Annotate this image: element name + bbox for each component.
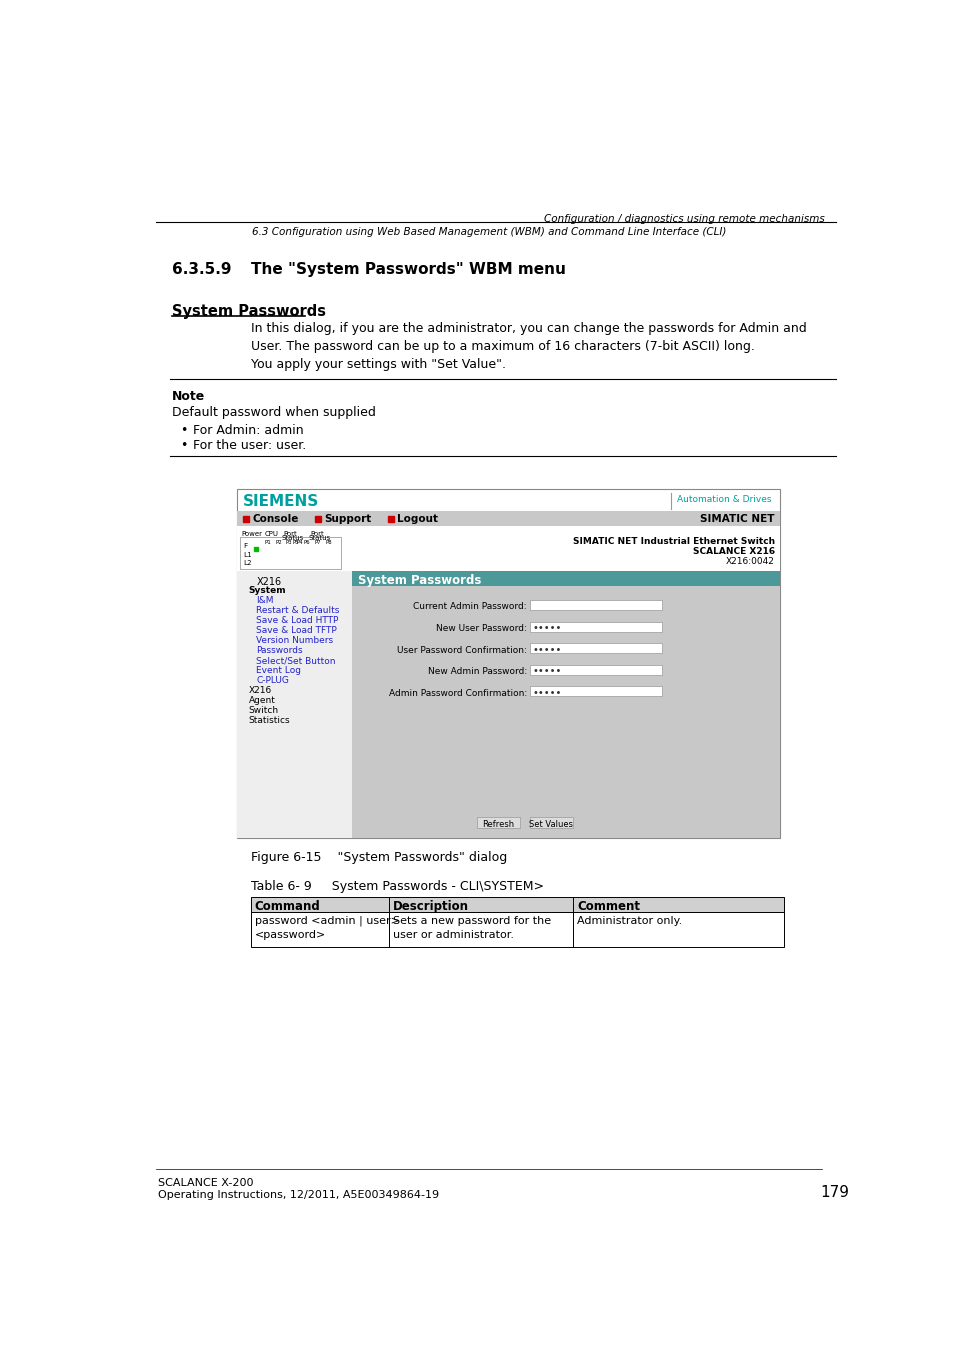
Text: •••••: ••••• bbox=[532, 688, 561, 698]
Text: Console: Console bbox=[253, 514, 298, 524]
Text: Version Numbers: Version Numbers bbox=[256, 636, 334, 645]
Bar bbox=[236, 526, 779, 571]
Bar bbox=[236, 510, 779, 526]
Text: Default password when supplied: Default password when supplied bbox=[172, 406, 375, 418]
Bar bbox=[236, 489, 779, 838]
Text: P8: P8 bbox=[325, 540, 332, 545]
Bar bbox=[240, 537, 340, 570]
Text: New Admin Password:: New Admin Password: bbox=[427, 667, 526, 676]
Text: Administrator only.: Administrator only. bbox=[577, 915, 681, 926]
Text: The "System Passwords" WBM menu: The "System Passwords" WBM menu bbox=[251, 262, 565, 277]
Text: •: • bbox=[179, 439, 187, 452]
Text: Port: Port bbox=[311, 531, 324, 537]
Bar bbox=[530, 664, 661, 675]
Text: Command: Command bbox=[254, 900, 320, 914]
Text: F: F bbox=[243, 543, 247, 549]
Text: Operating Instructions, 12/2011, A5E00349864-19: Operating Instructions, 12/2011, A5E0034… bbox=[158, 1189, 438, 1200]
Bar bbox=[530, 817, 572, 828]
Text: P6: P6 bbox=[303, 540, 310, 545]
Bar bbox=[352, 571, 779, 838]
Text: Figure 6-15    "System Passwords" dialog: Figure 6-15 "System Passwords" dialog bbox=[251, 850, 507, 864]
Text: P3: P3 bbox=[286, 540, 292, 545]
Text: Support: Support bbox=[323, 514, 371, 524]
Text: Comment: Comment bbox=[577, 900, 639, 914]
Text: L2: L2 bbox=[243, 560, 252, 566]
Text: Passwords: Passwords bbox=[256, 647, 303, 655]
Bar bbox=[236, 571, 352, 838]
Text: In this dialog, if you are the administrator, you can change the passwords for A: In this dialog, if you are the administr… bbox=[251, 323, 806, 354]
Text: Table 6- 9     System Passwords - CLI\SYSTEM>: Table 6- 9 System Passwords - CLI\SYSTEM… bbox=[251, 880, 543, 892]
Text: CPU: CPU bbox=[265, 531, 278, 537]
Text: Configuration / diagnostics using remote mechanisms: Configuration / diagnostics using remote… bbox=[543, 215, 823, 224]
Bar bbox=[476, 817, 519, 828]
Text: Sets a new password for the
user or administrator.: Sets a new password for the user or admi… bbox=[393, 915, 551, 940]
Text: P5: P5 bbox=[293, 540, 299, 545]
Text: SIMATIC NET Industrial Ethernet Switch: SIMATIC NET Industrial Ethernet Switch bbox=[572, 537, 774, 545]
Text: X216:0042: X216:0042 bbox=[725, 558, 774, 566]
Text: Port: Port bbox=[283, 531, 297, 537]
Text: L1: L1 bbox=[243, 552, 252, 558]
Text: SIEMENS: SIEMENS bbox=[243, 494, 319, 509]
Text: 179: 179 bbox=[820, 1184, 849, 1200]
Text: Automation & Drives: Automation & Drives bbox=[677, 495, 771, 505]
Text: I&M: I&M bbox=[256, 597, 274, 605]
Text: 6.3.5.9: 6.3.5.9 bbox=[172, 262, 232, 277]
Text: Description: Description bbox=[393, 900, 468, 914]
Text: System Passwords: System Passwords bbox=[357, 574, 481, 587]
Text: password <admin | user>
<password>: password <admin | user> <password> bbox=[254, 915, 399, 941]
Text: Power: Power bbox=[241, 531, 262, 537]
Text: Status: Status bbox=[281, 536, 303, 541]
Bar bbox=[530, 686, 661, 697]
Text: SCALANCE X216: SCALANCE X216 bbox=[692, 547, 774, 556]
Bar bbox=[530, 643, 661, 653]
Text: Agent: Agent bbox=[249, 697, 275, 706]
Bar bbox=[530, 601, 661, 610]
Text: P2: P2 bbox=[274, 540, 281, 545]
Text: •••••: ••••• bbox=[532, 624, 561, 633]
Text: P4: P4 bbox=[296, 540, 303, 545]
Text: System: System bbox=[249, 586, 286, 595]
Text: Refresh: Refresh bbox=[482, 819, 514, 829]
Text: •••••: ••••• bbox=[532, 645, 561, 655]
Text: •••••: ••••• bbox=[532, 667, 561, 676]
Text: For Admin: admin: For Admin: admin bbox=[193, 424, 303, 437]
Text: Restart & Defaults: Restart & Defaults bbox=[256, 606, 339, 616]
Bar bbox=[352, 571, 779, 586]
Text: P7: P7 bbox=[314, 540, 321, 545]
Text: X216: X216 bbox=[249, 686, 272, 695]
Text: P1: P1 bbox=[264, 540, 271, 545]
Text: Logout: Logout bbox=[397, 514, 438, 524]
Text: Admin Password Confirmation:: Admin Password Confirmation: bbox=[388, 688, 526, 698]
Text: New User Password:: New User Password: bbox=[436, 624, 526, 633]
Text: Current Admin Password:: Current Admin Password: bbox=[413, 602, 526, 612]
Bar bbox=[251, 913, 783, 948]
Text: SCALANCE X-200: SCALANCE X-200 bbox=[158, 1179, 253, 1188]
Text: System Passwords: System Passwords bbox=[172, 305, 326, 320]
Text: Select/Set Button: Select/Set Button bbox=[256, 656, 335, 666]
Text: Event Log: Event Log bbox=[256, 667, 301, 675]
Text: C-PLUG: C-PLUG bbox=[256, 676, 289, 686]
Text: Note: Note bbox=[172, 390, 205, 402]
Text: User Password Confirmation:: User Password Confirmation: bbox=[396, 645, 526, 655]
Text: 6.3 Configuration using Web Based Management (WBM) and Command Line Interface (C: 6.3 Configuration using Web Based Manage… bbox=[252, 227, 725, 236]
Bar bbox=[251, 896, 783, 913]
Text: Statistics: Statistics bbox=[249, 717, 290, 725]
Text: •: • bbox=[179, 424, 187, 437]
Text: Status: Status bbox=[308, 536, 331, 541]
Text: X216: X216 bbox=[256, 576, 281, 587]
Text: Set Values: Set Values bbox=[529, 819, 573, 829]
Text: Save & Load HTTP: Save & Load HTTP bbox=[256, 617, 338, 625]
Text: You apply your settings with "Set Value".: You apply your settings with "Set Value"… bbox=[251, 358, 505, 371]
Bar bbox=[530, 622, 661, 632]
Text: Save & Load TFTP: Save & Load TFTP bbox=[256, 626, 336, 636]
Text: SIMATIC NET: SIMATIC NET bbox=[700, 514, 774, 524]
Text: Switch: Switch bbox=[249, 706, 278, 716]
Text: For the user: user.: For the user: user. bbox=[193, 439, 306, 452]
